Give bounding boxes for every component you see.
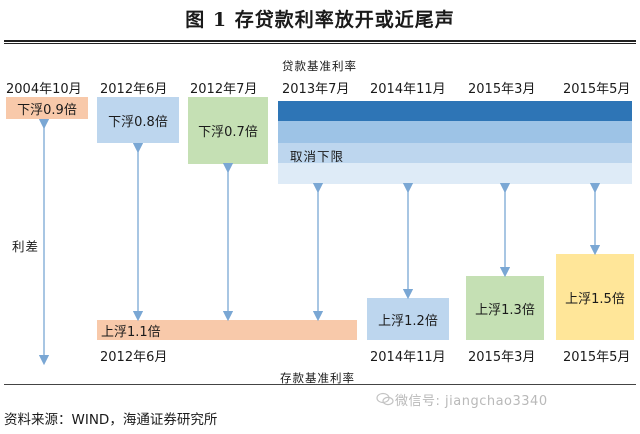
box-down-0-7: 下浮0.7倍 [188,97,268,164]
band-light-blue [278,143,632,163]
source-note: 资料来源：WIND，海通证券研究所 [4,412,218,428]
deposit-rate-label: 存款基准利率 [280,371,355,385]
spread-label: 利差 [12,239,40,254]
box-down-0-8: 下浮0.8倍 [97,97,179,143]
box-up-1-2: 上浮1.2倍 [367,298,449,340]
band-mid-blue [278,121,632,143]
loan-rate-label: 贷款基准利率 [282,59,357,73]
title-rule-thin [4,43,636,44]
box-down-0-9: 下浮0.9倍 [6,97,88,119]
top-date-2013-07: 2013年7月 [282,82,350,97]
box-up-1-1: 上浮1.1倍 [97,320,357,340]
box-up-1-5: 上浮1.5倍 [556,254,634,340]
top-date-2015-05: 2015年5月 [563,82,631,97]
band-pale-blue [278,163,632,184]
bottom-rule [4,384,636,385]
cancel-floor-label: 取消下限 [290,149,345,164]
title-rule [4,40,636,42]
band-dark-blue [278,101,632,121]
top-date-2014-11: 2014年11月 [370,82,446,97]
top-date-2012-06: 2012年6月 [100,82,168,97]
figure-title: 图 1 存贷款利率放开或近尾声 [185,9,455,31]
bottom-date-2015-03: 2015年3月 [468,350,536,365]
watermark: 微信号: jiangchao3340 [395,394,548,409]
bottom-date-2014-11: 2014年11月 [370,350,446,365]
top-date-2012-07: 2012年7月 [190,82,258,97]
top-date-2015-03: 2015年3月 [468,82,536,97]
wechat-icon [376,392,394,406]
top-date-2004-10: 2004年10月 [6,82,82,97]
box-up-1-3: 上浮1.3倍 [466,276,544,340]
bottom-date-2012-06: 2012年6月 [100,350,168,365]
bottom-date-2015-05: 2015年5月 [563,350,631,365]
